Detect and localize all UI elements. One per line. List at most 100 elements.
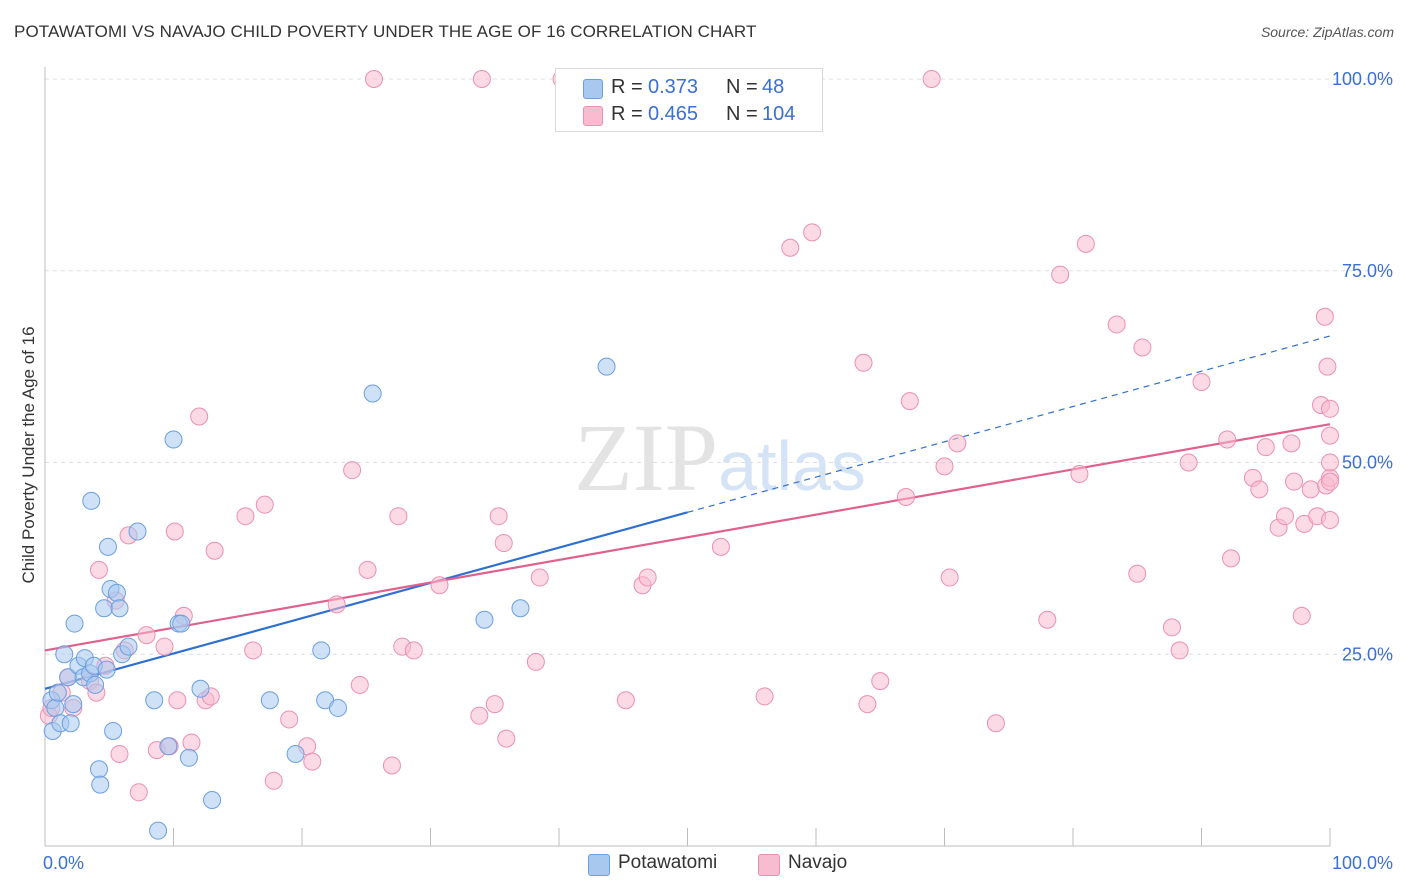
navajo-point: [803, 223, 822, 242]
navajo-point: [280, 710, 299, 729]
r-value: 0.465: [648, 103, 699, 125]
n-label: N =: [726, 76, 758, 98]
n-value: 104: [762, 103, 796, 125]
navajo-point: [303, 752, 322, 771]
potawatomi-point: [145, 691, 164, 710]
potawatomi-point: [312, 641, 331, 660]
trend-lines: [44, 335, 1331, 690]
navajo-point: [1321, 426, 1339, 445]
x-tick-label: 0.0%: [43, 853, 84, 873]
trend-line-potawatomi: [44, 511, 688, 690]
navajo-point: [1076, 234, 1095, 253]
navajo-swatch: [583, 106, 603, 126]
y-tick-label: 50.0%: [1342, 453, 1393, 473]
n-value: 48: [762, 76, 785, 98]
navajo-point: [755, 687, 774, 706]
navajo-point: [940, 568, 959, 587]
potawatomi-point: [172, 614, 191, 633]
navajo-point: [350, 675, 369, 694]
potawatomi-point: [191, 679, 210, 698]
navajo-point: [711, 537, 730, 556]
navajo-point: [137, 626, 156, 645]
potawatomi-point: [55, 645, 74, 664]
navajo-point: [1256, 438, 1275, 457]
navajo-point: [1128, 564, 1147, 583]
navajo-point: [1282, 434, 1301, 453]
trend-line-navajo: [44, 423, 1331, 652]
potawatomi-point: [475, 610, 494, 629]
y-tick-label: 25.0%: [1342, 644, 1393, 664]
potawatomi-point: [64, 695, 83, 714]
navajo-point: [168, 691, 187, 710]
potawatomi-point: [363, 384, 382, 403]
navajo-point: [155, 637, 174, 656]
navajo-point: [1292, 606, 1311, 625]
potawatomi-swatch: [583, 79, 603, 99]
potawatomi-point: [128, 522, 147, 541]
potawatomi-swatch: [588, 854, 610, 876]
navajo-point: [255, 495, 274, 514]
navajo-point: [948, 434, 967, 453]
navajo-point: [1321, 472, 1339, 491]
legend-label: Potawatomi: [618, 852, 718, 873]
navajo-point: [472, 70, 491, 88]
potawatomi-point: [65, 614, 84, 633]
navajo-point: [1051, 265, 1070, 284]
tick-labels: 25.0% 50.0% 75.0% 100.0% 0.0% 100.0% Child Pov…: [19, 69, 1393, 873]
navajo-point: [858, 695, 877, 714]
navajo-point: [854, 353, 873, 372]
navajo-point: [871, 672, 890, 691]
navajo-point: [526, 652, 545, 671]
navajo-point: [896, 488, 915, 507]
navajo-point: [1321, 453, 1339, 472]
navajo-point: [1070, 465, 1089, 484]
navajo-point: [364, 70, 383, 88]
potawatomi-point: [82, 491, 101, 510]
navajo-point: [1179, 453, 1198, 472]
navajo-point: [1321, 399, 1339, 418]
navajo-point: [1170, 641, 1189, 660]
navajo-point: [1321, 511, 1339, 530]
potawatomi-point: [86, 675, 105, 694]
navajo-point: [470, 706, 489, 725]
chart-title: POTAWATOMI VS NAVAJO CHILD POVERTY UNDER…: [14, 22, 757, 41]
potawatomi-point: [159, 737, 178, 756]
legend-row-potawatomi: R = 0.373 N = 48: [556, 74, 822, 100]
navajo-swatch: [758, 854, 780, 876]
navajo-point: [1162, 618, 1181, 637]
grid-lines: [45, 78, 1392, 655]
navajo-point: [1250, 480, 1269, 499]
potawatomi-point: [597, 357, 616, 376]
x-tick-label: 100.0%: [1332, 853, 1393, 873]
navajo-point: [244, 641, 263, 660]
navajo-point: [182, 733, 201, 752]
r-label: R =: [611, 76, 643, 98]
potawatomi-point: [98, 537, 117, 556]
potawatomi-point: [48, 683, 67, 702]
potawatomi-point: [89, 760, 108, 779]
navajo-point: [1133, 338, 1152, 357]
navajo-point: [404, 641, 423, 660]
potawatomi-point: [61, 714, 80, 733]
navajo-point: [1218, 430, 1237, 449]
watermark-atlas: atlas: [718, 427, 866, 505]
navajo-point: [1285, 472, 1304, 491]
potawatomi-point: [97, 660, 116, 679]
potawatomi-point: [164, 430, 183, 449]
legend-label: Navajo: [788, 852, 848, 873]
watermark: ZIPatlas: [574, 404, 866, 511]
potawatomi-point: [107, 583, 126, 602]
navajo-point: [358, 560, 377, 579]
n-label: N =: [726, 103, 758, 125]
navajo-point: [616, 691, 635, 710]
navajo-point: [1315, 307, 1334, 326]
navajo-point: [343, 461, 362, 480]
trend-line-potawatomi-extension: [687, 335, 1331, 513]
navajo-point: [327, 595, 346, 614]
y-tick-label: 100.0%: [1332, 69, 1393, 89]
navajo-point: [190, 407, 209, 426]
potawatomi-point: [286, 744, 305, 763]
potawatomi-point: [91, 775, 110, 794]
r-value: 0.373: [648, 76, 699, 98]
